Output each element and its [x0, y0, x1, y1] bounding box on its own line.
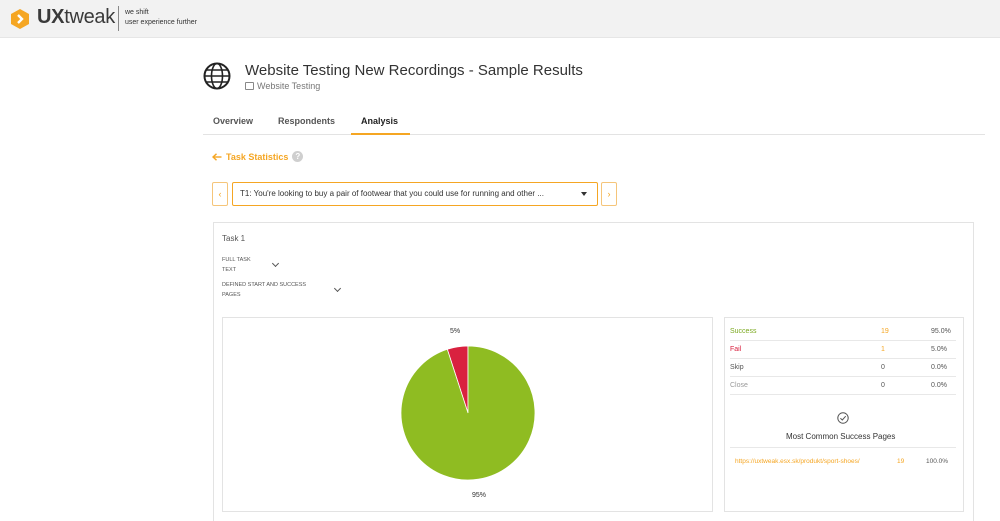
tab-overview[interactable]: Overview — [213, 116, 254, 126]
success-page-url[interactable]: https://uxtweak.esx.sk/produkt/sport-sho… — [735, 458, 860, 465]
result-pie-chart — [400, 345, 536, 481]
stat-row: Skip 0 0.0% — [730, 359, 956, 377]
stat-name: Skip — [730, 364, 744, 371]
pie-label-success: 95% — [472, 492, 487, 499]
arrow-left-icon — [212, 152, 222, 161]
top-bar: UXtweak we shift user experience further — [0, 0, 1000, 38]
check-circle-icon — [837, 412, 849, 424]
task-statistics-label: Task Statistics — [226, 151, 289, 162]
brand-name[interactable]: UXtweak — [37, 6, 115, 28]
stat-name: Fail — [730, 346, 742, 353]
stat-name: Success — [730, 328, 757, 335]
tab-respondents[interactable]: Respondents — [278, 116, 336, 126]
active-tab-indicator — [351, 133, 410, 135]
globe-icon — [203, 62, 231, 90]
tab-bar: Overview Respondents Analysis — [203, 112, 985, 135]
stat-count: 0 — [881, 382, 885, 389]
result-stats-panel — [724, 317, 964, 512]
task-label: Task 1 — [222, 234, 246, 243]
stat-name: Close — [730, 382, 748, 389]
website-icon — [245, 82, 254, 90]
previous-task-button[interactable]: ‹ — [212, 182, 228, 206]
caret-down-icon — [581, 192, 587, 196]
study-type: Website Testing — [245, 81, 320, 91]
task-panel — [213, 222, 974, 521]
stat-count: 0 — [881, 364, 885, 371]
stat-row: Fail 1 5.0% — [730, 341, 956, 359]
stat-percent: 5.0% — [931, 346, 947, 353]
success-page-count: 19 — [897, 458, 905, 465]
page-title: Website Testing New Recordings - Sample … — [245, 62, 583, 79]
study-type-label: Website Testing — [257, 81, 321, 91]
stat-percent: 0.0% — [931, 364, 947, 371]
pie-slice-success[interactable] — [400, 345, 536, 481]
stat-percent: 0.0% — [931, 382, 947, 389]
stat-count: 1 — [881, 346, 885, 353]
next-task-button[interactable]: › — [601, 182, 617, 206]
uxtweak-logo-icon[interactable] — [9, 8, 31, 30]
stat-row: Close 0 0.0% — [730, 377, 956, 395]
stat-percent: 95.0% — [931, 328, 951, 335]
tab-analysis[interactable]: Analysis — [361, 116, 399, 126]
success-page-percent: 100.0% — [926, 458, 949, 465]
success-page-row: https://uxtweak.esx.sk/produkt/sport-sho… — [730, 447, 956, 473]
start-success-pages-toggle[interactable]: DEFINED START AND SUCCESS PAGES — [222, 282, 307, 298]
stat-count: 19 — [881, 328, 889, 335]
brand-tagline: we shift user experience further — [125, 9, 197, 26]
pie-label-fail: 5% — [450, 328, 461, 335]
full-task-text-toggle[interactable]: FULL TASK TEXT — [222, 257, 251, 273]
stat-row: Success 19 95.0% — [730, 323, 956, 341]
result-pie-panel — [222, 317, 713, 512]
logo-divider — [118, 6, 119, 31]
task-select[interactable]: T1: You're looking to buy a pair of foot… — [232, 182, 598, 206]
success-pages-title: Most Common Success Pages — [786, 432, 896, 441]
help-icon[interactable]: ? — [292, 151, 304, 162]
task-statistics-link[interactable]: Task Statistics ? — [212, 151, 304, 162]
